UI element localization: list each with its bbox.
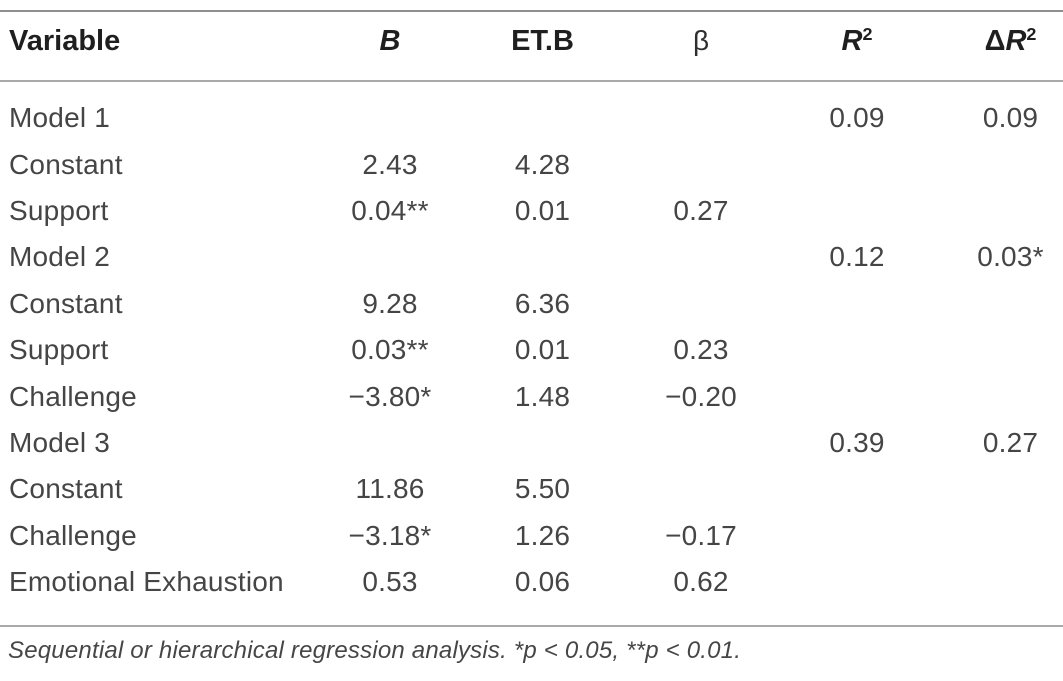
cell-delta-r2 [932, 373, 1063, 419]
cell-r2 [782, 513, 932, 559]
table-row: Constant 11.86 5.50 [0, 466, 1063, 512]
cell-beta [620, 234, 782, 280]
cell-b: 9.28 [362, 287, 418, 319]
spacer-row [0, 82, 1063, 95]
cell-beta: 0.23 [673, 334, 729, 366]
table-footnote: Sequential or hierarchical regression an… [8, 637, 742, 664]
table-body: Model 1 0.09 0.09 Constant 2.43 4.28 Sup… [0, 82, 1063, 605]
cell-r2 [782, 466, 932, 512]
table-row: Challenge −3.80* 1.48 −0.20 [0, 373, 1063, 419]
cell-delta-r2 [932, 188, 1063, 234]
regression-table: Variable B ET.B β R2 ΔR2 Model 1 [0, 0, 1063, 605]
cell-r2: 0.12 [829, 241, 885, 273]
cell-delta-r2: 0.27 [982, 426, 1039, 458]
cell-b [315, 234, 465, 280]
cell-beta: 0.27 [673, 194, 729, 226]
cell-beta: −0.17 [665, 519, 737, 551]
cell-etb [465, 95, 620, 141]
cell-etb: 0.06 [514, 566, 571, 598]
col-header-b: B [379, 24, 401, 57]
table-row: Challenge −3.18* 1.26 −0.17 [0, 513, 1063, 559]
header-row: Variable B ET.B β R2 ΔR2 [0, 0, 1063, 82]
cell-variable: Constant [9, 473, 123, 505]
cell-beta: 0.62 [673, 566, 729, 598]
cell-b: 0.53 [362, 566, 418, 598]
cell-etb: 4.28 [514, 148, 571, 180]
cell-variable: Support [9, 194, 109, 226]
cell-delta-r2 [932, 327, 1063, 373]
cell-variable: Model 2 [9, 241, 111, 273]
cell-b: 2.43 [362, 148, 418, 180]
col-header-etb: ET.B [511, 24, 574, 57]
cell-delta-r2: 0.09 [982, 102, 1039, 134]
cell-variable: Challenge [9, 519, 137, 551]
cell-b [315, 420, 465, 466]
cell-b [315, 95, 465, 141]
cell-r2: 0.39 [829, 426, 885, 458]
table-top-rule [0, 10, 1063, 12]
cell-variable: Model 1 [9, 102, 111, 134]
table-row: Constant 2.43 4.28 [0, 141, 1063, 187]
cell-b: −3.18* [348, 519, 432, 551]
cell-r2 [782, 188, 932, 234]
cell-etb: 0.01 [514, 194, 571, 226]
cell-r2 [782, 281, 932, 327]
table-row: Support 0.03** 0.01 0.23 [0, 327, 1063, 373]
cell-r2 [782, 141, 932, 187]
table-row: Emotional Exhaustion 0.53 0.06 0.62 [0, 559, 1063, 605]
cell-etb: 1.48 [514, 380, 571, 412]
table-row: Model 1 0.09 0.09 [0, 95, 1063, 141]
col-header-r2: R2 [841, 23, 873, 57]
cell-variable: Constant [9, 148, 123, 180]
cell-beta [620, 95, 782, 141]
cell-r2 [782, 327, 932, 373]
col-header-variable: Variable [9, 24, 121, 57]
cell-variable: Support [9, 334, 109, 366]
table-row: Model 2 0.12 0.03* [0, 234, 1063, 280]
cell-r2: 0.09 [829, 102, 885, 134]
cell-beta [620, 466, 782, 512]
cell-r2 [782, 373, 932, 419]
table-bottom-rule [0, 625, 1063, 627]
cell-etb [465, 420, 620, 466]
table-row: Model 3 0.39 0.27 [0, 420, 1063, 466]
cell-etb: 5.50 [514, 473, 571, 505]
cell-delta-r2 [932, 559, 1063, 605]
cell-delta-r2 [932, 513, 1063, 559]
cell-variable: Constant [9, 287, 123, 319]
table-row: Support 0.04** 0.01 0.27 [0, 188, 1063, 234]
cell-b: 0.04** [351, 194, 429, 226]
cell-b: 11.86 [355, 473, 425, 505]
cell-delta-r2: 0.03* [977, 241, 1044, 273]
cell-beta [620, 281, 782, 327]
cell-variable: Challenge [9, 380, 137, 412]
cell-delta-r2 [932, 466, 1063, 512]
cell-b: 0.03** [351, 334, 429, 366]
cell-etb [465, 234, 620, 280]
col-header-delta-r2: ΔR2 [984, 23, 1037, 57]
cell-etb: 1.26 [514, 519, 571, 551]
cell-etb: 0.01 [514, 334, 571, 366]
cell-variable: Emotional Exhaustion [9, 566, 284, 598]
cell-beta [620, 420, 782, 466]
table-header-rule [0, 80, 1063, 82]
cell-r2 [782, 559, 932, 605]
cell-delta-r2 [932, 141, 1063, 187]
cell-etb: 6.36 [514, 287, 571, 319]
table-header: Variable B ET.B β R2 ΔR2 [0, 0, 1063, 82]
col-header-beta: β [692, 25, 710, 56]
cell-delta-r2 [932, 281, 1063, 327]
table-row: Constant 9.28 6.36 [0, 281, 1063, 327]
cell-variable: Model 3 [9, 426, 111, 458]
cell-beta [620, 141, 782, 187]
cell-b: −3.80* [348, 380, 432, 412]
cell-beta: −0.20 [665, 380, 737, 412]
